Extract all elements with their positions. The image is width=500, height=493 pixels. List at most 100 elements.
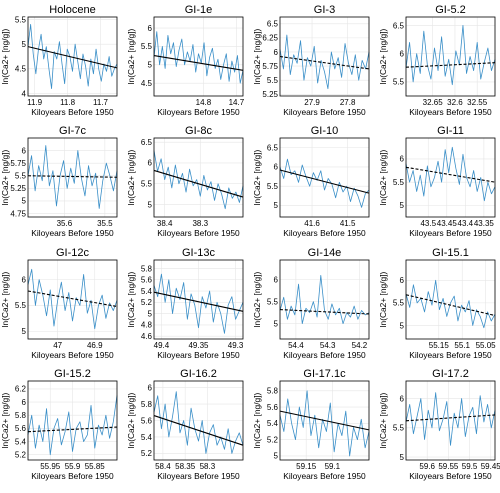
x-axis-label: Kiloyears Before 1950 [31, 350, 114, 360]
series-line [405, 25, 496, 86]
y-tick-label: 6 [274, 163, 279, 172]
y-tick-label: 4.5 [141, 79, 153, 88]
y-tick-label: 5.4 [141, 433, 153, 442]
trend-line [405, 166, 496, 183]
plot-frame [279, 137, 370, 218]
x-tick-label: 58.3 [200, 462, 216, 471]
x-tick-label: 59.15 [296, 462, 317, 471]
chart-title: GI-13c [182, 247, 216, 259]
y-tick-label: 5 [148, 200, 153, 209]
x-tick-label: 55.85 [85, 462, 106, 471]
y-tick-label: 4.6 [141, 332, 153, 341]
x-tick-label: 49.3 [228, 341, 244, 350]
chart-title: GI-3 [314, 4, 335, 16]
x-tick-label: 14.8 [196, 98, 212, 107]
y-tick-label: 5.5 [393, 78, 405, 87]
series-line [27, 145, 118, 209]
y-tick-label: 5.5 [141, 42, 153, 51]
chart-panel: GI-17.1c 5 5.2 5.4 5.6 5.8 59.15 59.1Kiloyears … [252, 368, 370, 481]
series-line [279, 158, 370, 208]
y-tick-label: 5.8 [141, 264, 153, 273]
x-tick-label: 49.35 [188, 341, 209, 350]
plot-frame [27, 16, 118, 97]
y-tick-label: 6.5 [267, 20, 279, 29]
series-line [153, 391, 244, 454]
y-axis-label: ln(Ca2+ [ng/g]) [378, 149, 388, 205]
y-axis-label: ln(Ca2+ [ng/g]) [126, 271, 136, 327]
y-axis-label: ln(Ca2+ [ng/g]) [0, 271, 10, 327]
x-tick-label: 32.55 [467, 98, 488, 107]
x-tick-label: 41.6 [304, 219, 320, 228]
chart-title: GI-15.1 [432, 247, 469, 259]
x-tick-label: 35.5 [97, 219, 113, 228]
series-line [279, 274, 370, 325]
chart-title: GI-7c [59, 125, 86, 137]
y-tick-label: 6 [274, 48, 279, 57]
plot-frame [405, 380, 496, 461]
y-tick-label: 6 [148, 159, 153, 168]
y-tick-label: 5 [274, 452, 279, 461]
y-tick-label: 6.5 [393, 21, 405, 30]
series-line [27, 395, 118, 456]
y-tick-label: 5.2 [141, 449, 153, 458]
x-tick-label: 27.9 [304, 98, 320, 107]
trend-line [405, 294, 496, 317]
trend-line [27, 290, 118, 308]
x-tick-label: 55.15 [429, 341, 450, 350]
series-line [153, 150, 244, 210]
y-tick-label: 5.5 [15, 172, 27, 181]
chart-title: GI-15.2 [54, 368, 91, 380]
y-tick-label: 4.8 [141, 321, 153, 330]
x-tick-label: 32.6 [447, 98, 463, 107]
x-tick-label: 11.7 [93, 98, 109, 107]
trend-line [27, 46, 118, 69]
x-tick-label: 38.3 [192, 219, 208, 228]
chart-title: GI-5.2 [435, 4, 466, 16]
y-tick-label: 5 [22, 40, 27, 49]
y-axis-label: ln(Ca2+ [ng/g]) [378, 271, 388, 327]
series-line [27, 268, 118, 330]
x-tick-label: 58.4 [155, 462, 171, 471]
trend-line [27, 175, 118, 178]
chart-title: Holocene [49, 4, 95, 16]
y-tick-label: 5.8 [141, 400, 153, 409]
series-line [27, 24, 118, 89]
chart-title: GI-10 [311, 125, 339, 137]
y-tick-label: 6 [400, 276, 405, 285]
y-tick-label: 5.2 [267, 435, 279, 444]
y-tick-label: 5.5 [393, 424, 405, 433]
y-axis-label: ln(Ca2+ [ng/g]) [0, 28, 10, 84]
plot-frame [279, 16, 370, 97]
y-tick-label: 5.8 [267, 387, 279, 396]
x-tick-label: 55.9 [65, 462, 81, 471]
y-axis-label: ln(Ca2+ [ng/g]) [252, 28, 262, 84]
chart-panel: GI-3 5.25 5.5 5.75 6 6.25 6.5 27.9 27.8Kiloyears… [252, 4, 370, 117]
y-axis-label: ln(Ca2+ [ng/g]) [378, 28, 388, 84]
y-tick-label: 5.5 [267, 76, 279, 85]
y-tick-label: 5 [400, 321, 405, 330]
y-tick-label: 5.5 [267, 297, 279, 306]
x-axis-label: Kiloyears Before 1950 [283, 350, 366, 360]
y-tick-label: 5.5 [15, 301, 27, 310]
x-tick-label: 55.1 [454, 341, 470, 350]
trend-line [279, 410, 370, 431]
plot-frame [27, 380, 118, 461]
y-axis-label: ln(Ca2+ [ng/g]) [252, 149, 262, 205]
y-tick-label: 5.5 [393, 178, 405, 187]
y-tick-label: 5.5 [141, 180, 153, 189]
series-line [405, 392, 496, 446]
y-tick-label: 5 [22, 197, 27, 206]
x-axis-label: Kiloyears Before 1950 [31, 228, 114, 238]
y-tick-label: 6 [148, 383, 153, 392]
plot-frame [153, 380, 244, 461]
plot-frame [405, 137, 496, 218]
plot-frame [153, 137, 244, 218]
chart-title: GI-16.2 [180, 368, 217, 380]
plot-frame [27, 259, 118, 340]
series-line [279, 34, 370, 90]
trend-line [27, 426, 118, 433]
series-line [405, 279, 496, 329]
chart-panel: GI-15.2 5.2 5.4 5.6 5.8 6 6.2 55.95 55.9 55.85Kil… [0, 368, 118, 481]
